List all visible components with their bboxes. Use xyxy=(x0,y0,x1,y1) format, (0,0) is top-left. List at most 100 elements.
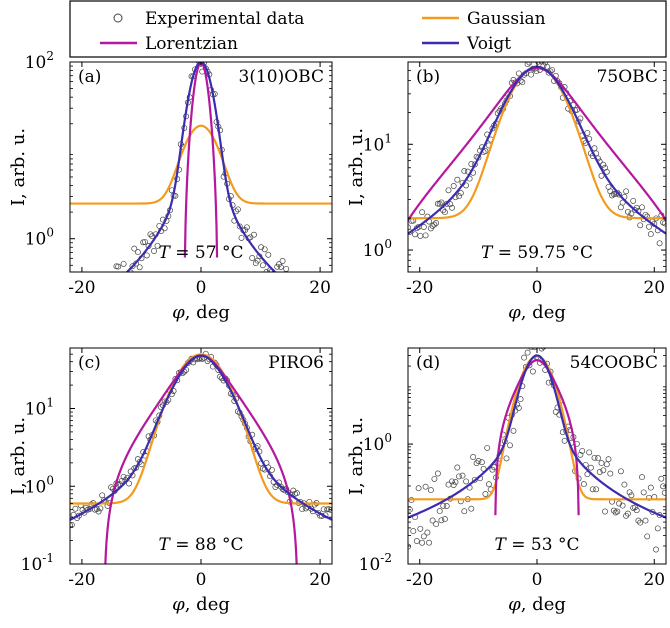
data-point xyxy=(450,183,457,189)
data-point xyxy=(646,223,652,230)
plot-frame xyxy=(69,347,333,565)
voigt-curve xyxy=(408,65,666,235)
data-point xyxy=(419,209,426,216)
x-axis-label: φ, deg xyxy=(172,302,230,323)
data-point xyxy=(433,521,440,528)
legend-label-lorentzian: Lorentzian xyxy=(145,34,238,54)
data-point xyxy=(621,481,628,488)
data-point xyxy=(265,251,272,258)
sample-label: 3(10)OBC xyxy=(239,67,324,87)
data-point xyxy=(475,458,482,464)
voigt-curve xyxy=(70,354,332,521)
data-point xyxy=(561,437,568,444)
data-point xyxy=(624,510,631,517)
data-point xyxy=(131,245,138,252)
legend-label-gaussian: Gaussian xyxy=(467,9,546,29)
data-point xyxy=(545,379,552,386)
data-point xyxy=(431,221,438,228)
x-tick-label: 0 xyxy=(532,278,543,298)
panel-b: -20 0 20 100 101 (b) 75OBC T = 59.75 °C φ, deg I,… xyxy=(346,61,667,323)
data-point xyxy=(133,464,140,471)
data-point xyxy=(602,164,608,171)
data-point xyxy=(630,197,637,204)
data-point xyxy=(519,79,526,86)
data-point xyxy=(123,283,128,288)
data-point xyxy=(314,311,319,316)
data-point xyxy=(431,475,438,482)
legend-label-voigt: Voigt xyxy=(466,34,511,54)
plot-frame xyxy=(69,61,333,273)
x-axis-label: φ, deg xyxy=(508,594,566,615)
data-point xyxy=(434,200,441,207)
data-point xyxy=(461,168,468,175)
data-point xyxy=(419,539,426,546)
data-point xyxy=(468,161,475,167)
data-point xyxy=(528,348,534,351)
data-point xyxy=(515,404,522,411)
data-point xyxy=(120,473,127,480)
data-point xyxy=(471,476,478,483)
data-point xyxy=(438,199,445,206)
data-point xyxy=(633,507,640,514)
data-point xyxy=(436,200,443,207)
data-point xyxy=(440,502,447,509)
data-point xyxy=(236,223,243,230)
data-point xyxy=(417,232,424,239)
data-point xyxy=(115,263,122,270)
data-point xyxy=(528,71,535,78)
data-point xyxy=(579,447,586,454)
data-point xyxy=(443,200,450,207)
data-point xyxy=(628,210,635,217)
data-point xyxy=(408,224,411,231)
data-point xyxy=(420,224,427,230)
data-point xyxy=(447,201,454,208)
data-point xyxy=(103,304,108,309)
sample-label: PIRO6 xyxy=(268,353,324,373)
data-point xyxy=(429,222,436,229)
panel-label: (a) xyxy=(78,67,101,87)
data-point xyxy=(656,240,663,247)
y-tick-label: 10-2 xyxy=(359,551,392,575)
legend-label-experimental: Experimental data xyxy=(145,9,304,29)
data-point xyxy=(294,281,299,286)
experimental-data xyxy=(70,350,332,529)
data-point xyxy=(463,478,470,485)
lorentzian-curve xyxy=(408,67,666,221)
data-point xyxy=(598,172,605,179)
legend-marker-experimental xyxy=(113,13,123,23)
data-point xyxy=(617,468,624,475)
data-point xyxy=(580,481,587,488)
data-point xyxy=(623,188,630,195)
plot-area xyxy=(408,62,666,247)
x-axis-label: φ, deg xyxy=(508,302,566,323)
plot-frame xyxy=(407,347,667,565)
panel-c: -20 0 20 10-1 100 101 (c) PIRO6 T = 88 °C φ, deg I… xyxy=(8,347,333,615)
data-point xyxy=(293,282,298,287)
data-point xyxy=(258,244,265,251)
data-point xyxy=(76,299,81,304)
data-point xyxy=(507,442,513,449)
x-tick-label: 20 xyxy=(309,278,331,298)
x-tick-label: -20 xyxy=(68,570,95,590)
data-point xyxy=(259,262,266,269)
data-point xyxy=(296,283,301,288)
data-point xyxy=(619,199,626,206)
x-tick-label: 0 xyxy=(196,570,207,590)
data-point xyxy=(616,191,623,198)
data-point xyxy=(445,187,452,194)
data-point xyxy=(97,505,104,512)
data-point xyxy=(549,66,556,73)
data-point xyxy=(96,306,101,311)
x-tick-label: -20 xyxy=(68,278,95,298)
data-point xyxy=(413,538,420,544)
data-point xyxy=(603,461,610,468)
data-point xyxy=(112,286,117,291)
data-point xyxy=(454,464,461,471)
data-point xyxy=(640,489,647,496)
y-tick-label: 101 xyxy=(363,131,392,155)
data-point xyxy=(321,319,326,324)
data-point xyxy=(635,517,642,524)
data-point xyxy=(540,348,547,350)
data-point xyxy=(470,454,477,460)
data-point xyxy=(639,474,645,481)
